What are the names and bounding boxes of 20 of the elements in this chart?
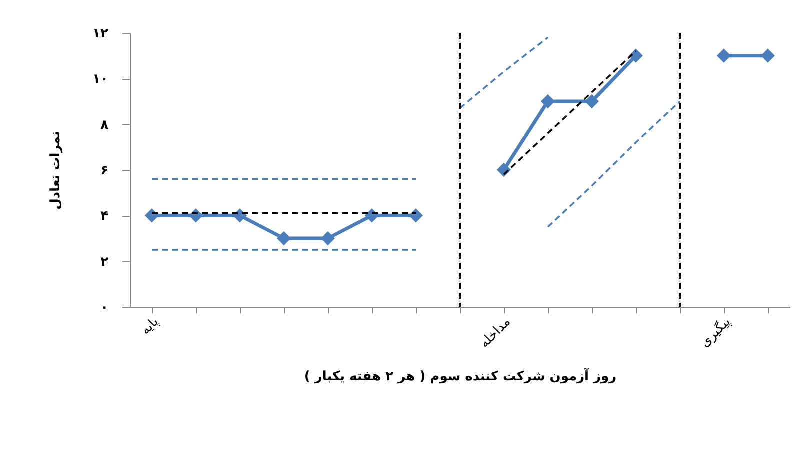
x-tick-label: پایه: [138, 314, 162, 338]
x-tick-label: پیگیری: [697, 314, 734, 351]
y-tick-label: ۸: [100, 118, 109, 133]
y-tick-label: ۶: [100, 164, 108, 178]
y-tick-label: ۰: [100, 300, 108, 316]
point: [716, 48, 732, 63]
x-axis-title: روز آزمون شرکت کننده سوم ( هر ۲ هفته یکبار ): [304, 368, 617, 385]
y-tick-label: ۱۰: [92, 72, 108, 88]
y-tick-label: ۲: [100, 254, 109, 270]
point: [320, 231, 336, 246]
y-tick-label: ۴: [100, 209, 109, 224]
y-axis-title: نمرات تعادل: [48, 131, 64, 210]
y-tick-label: ۱۲: [92, 26, 109, 42]
point: [276, 231, 292, 246]
point: [540, 94, 556, 109]
point: [628, 48, 644, 63]
point: [584, 94, 600, 109]
point: [760, 48, 776, 63]
point: [408, 208, 424, 223]
x-tick-label: مداخله: [477, 314, 514, 352]
